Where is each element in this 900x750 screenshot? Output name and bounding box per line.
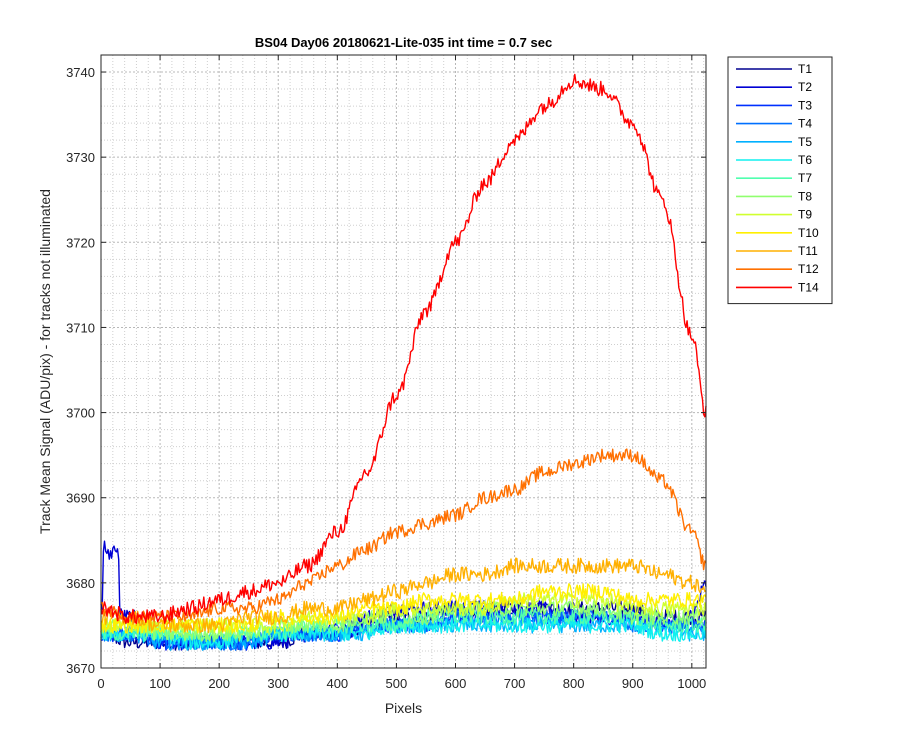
legend-label-t11: T11 xyxy=(798,244,818,258)
y-tick-label: 3710 xyxy=(66,320,95,335)
y-tick-label: 3740 xyxy=(66,65,95,80)
legend-label-t6: T6 xyxy=(798,153,812,167)
x-tick-label: 500 xyxy=(386,676,408,691)
legend-label-t3: T3 xyxy=(798,98,812,112)
x-tick-label: 800 xyxy=(563,676,585,691)
x-tick-label: 400 xyxy=(326,676,348,691)
y-tick-label: 3670 xyxy=(66,661,95,676)
legend: T1 T2 T3 T4 T5 T6 T7 T8 T9 T10 T11 T12 T14 xyxy=(727,56,833,305)
legend-label-t8: T8 xyxy=(798,189,812,203)
legend-label-t10: T10 xyxy=(798,226,819,240)
series-line-t10 xyxy=(100,583,707,634)
series-line-t14 xyxy=(100,73,707,625)
x-tick-label: 1000 xyxy=(677,676,706,691)
x-tick-label: 700 xyxy=(504,676,526,691)
legend-label-t4: T4 xyxy=(798,117,812,131)
legend-label-t9: T9 xyxy=(798,208,812,222)
legend-label-t5: T5 xyxy=(798,135,812,149)
x-tick-label: 0 xyxy=(97,676,104,691)
series-line-t8 xyxy=(100,600,707,643)
y-tick-label: 3730 xyxy=(66,150,95,165)
y-tick-label: 3720 xyxy=(66,235,95,250)
legend-label-t14: T14 xyxy=(798,280,819,294)
series-line-t12 xyxy=(100,448,707,624)
x-axis-label: Pixels xyxy=(385,700,422,716)
legend-label-t2: T2 xyxy=(798,80,812,94)
plot-frame xyxy=(100,54,707,669)
x-tick-label: 600 xyxy=(445,676,467,691)
x-tick-label: 900 xyxy=(622,676,644,691)
grid xyxy=(100,54,706,669)
legend-box xyxy=(727,56,833,305)
legend-label-t1: T1 xyxy=(798,62,812,76)
y-axis-label: Track Mean Signal (ADU/pix) - for tracks… xyxy=(37,189,53,534)
y-tick-label: 3680 xyxy=(66,576,95,591)
x-tick-label: 100 xyxy=(149,676,171,691)
y-tick-label: 3700 xyxy=(66,406,95,421)
legend-label-t7: T7 xyxy=(798,171,812,185)
series-line-t11 xyxy=(100,557,707,634)
y-tick-label: 3690 xyxy=(66,491,95,506)
tick-group: 0 100 200 300 400 500 600 700 800 900 1000 3670 3680… xyxy=(66,55,706,691)
series-group xyxy=(100,73,707,651)
x-tick-label: 300 xyxy=(267,676,289,691)
chart-title: BS04 Day06 20180621-Lite-035 int time = … xyxy=(255,35,552,50)
legend-label-t12: T12 xyxy=(798,262,819,276)
x-tick-label: 200 xyxy=(208,676,230,691)
